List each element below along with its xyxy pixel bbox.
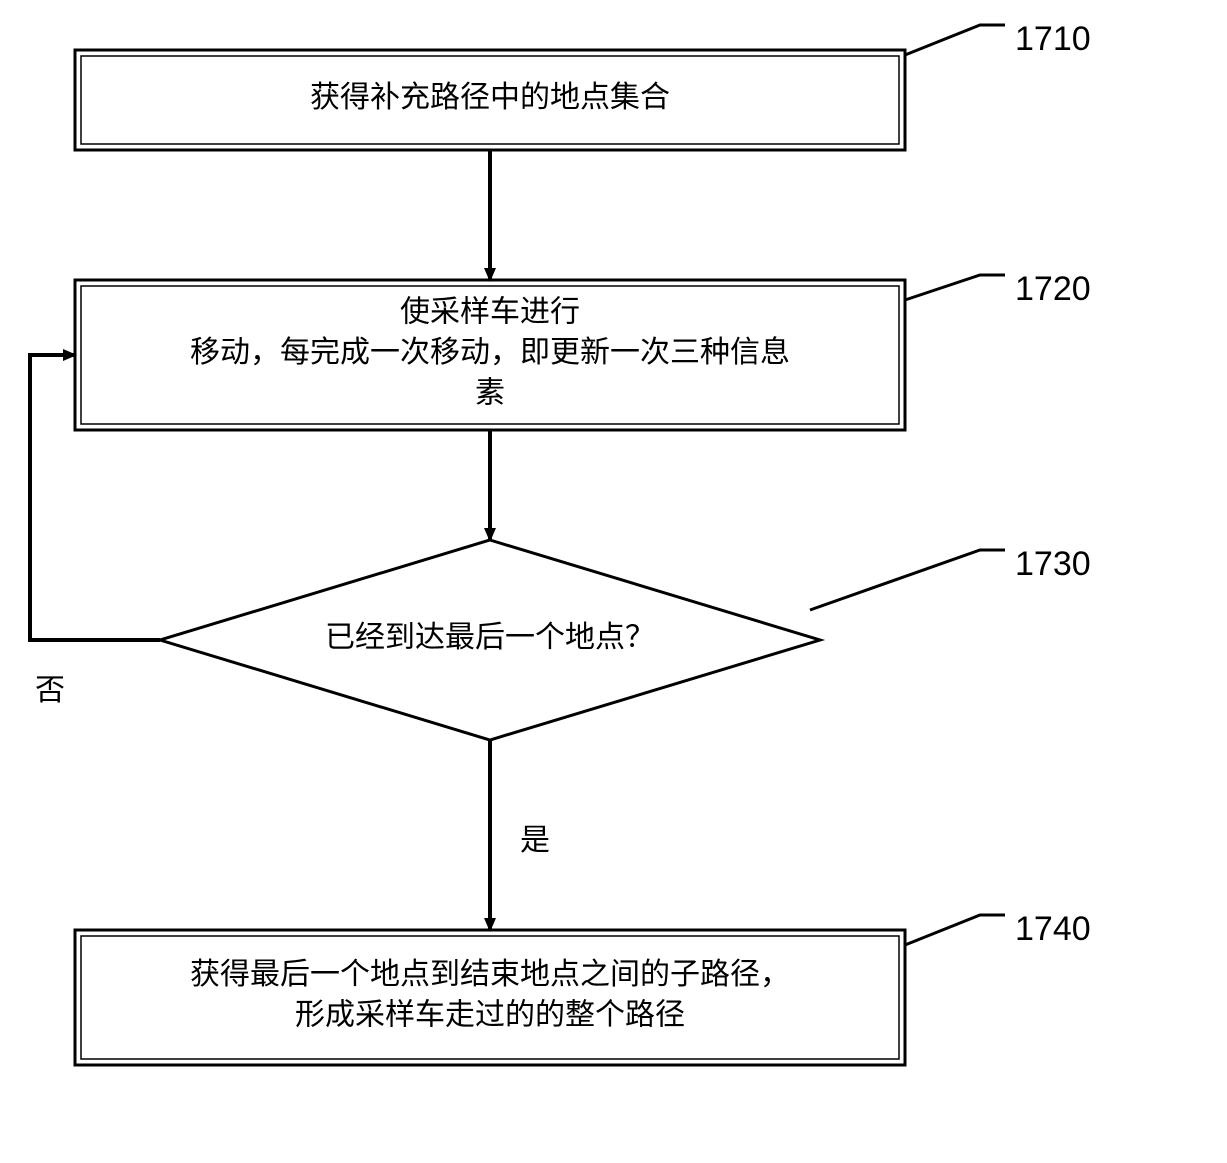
edge-label: 是 bbox=[520, 824, 550, 857]
node-text: 移动，每完成一次移动，即更新一次三种信息 bbox=[190, 336, 790, 369]
leader-line bbox=[905, 275, 1005, 300]
node-n1710: 获得补充路径中的地点集合 1710 bbox=[310, 20, 1091, 114]
edge-label: 否 bbox=[35, 674, 65, 707]
node-text: 已经到达最后一个地点？ bbox=[325, 621, 655, 654]
node-text: 使采样车进行 bbox=[400, 295, 580, 328]
node-n1730: 已经到达最后一个地点？ 1730 bbox=[160, 540, 1091, 740]
ref-num: 1720 bbox=[1015, 270, 1091, 308]
node-text: 素 bbox=[475, 376, 505, 409]
edge bbox=[30, 355, 160, 640]
leader-line bbox=[905, 25, 1005, 55]
leader-line bbox=[810, 550, 1005, 610]
node-n1740: 获得最后一个地点到结束地点之间的子路径， 形成采样车走过的的整个路径 1740 bbox=[190, 910, 1091, 1032]
node-text: 获得补充路径中的地点集合 bbox=[310, 81, 670, 114]
node-n1720: 使采样车进行移动，每完成一次移动，即更新一次三种信息素 1720 bbox=[190, 270, 1091, 409]
node-text: 获得最后一个地点到结束地点之间的子路径， bbox=[190, 958, 790, 991]
ref-num: 1710 bbox=[1015, 20, 1091, 58]
node-text: 形成采样车走过的的整个路径 bbox=[295, 999, 685, 1032]
leader-line bbox=[905, 915, 1005, 945]
ref-num: 1740 bbox=[1015, 910, 1091, 948]
ref-num: 1730 bbox=[1015, 545, 1091, 583]
